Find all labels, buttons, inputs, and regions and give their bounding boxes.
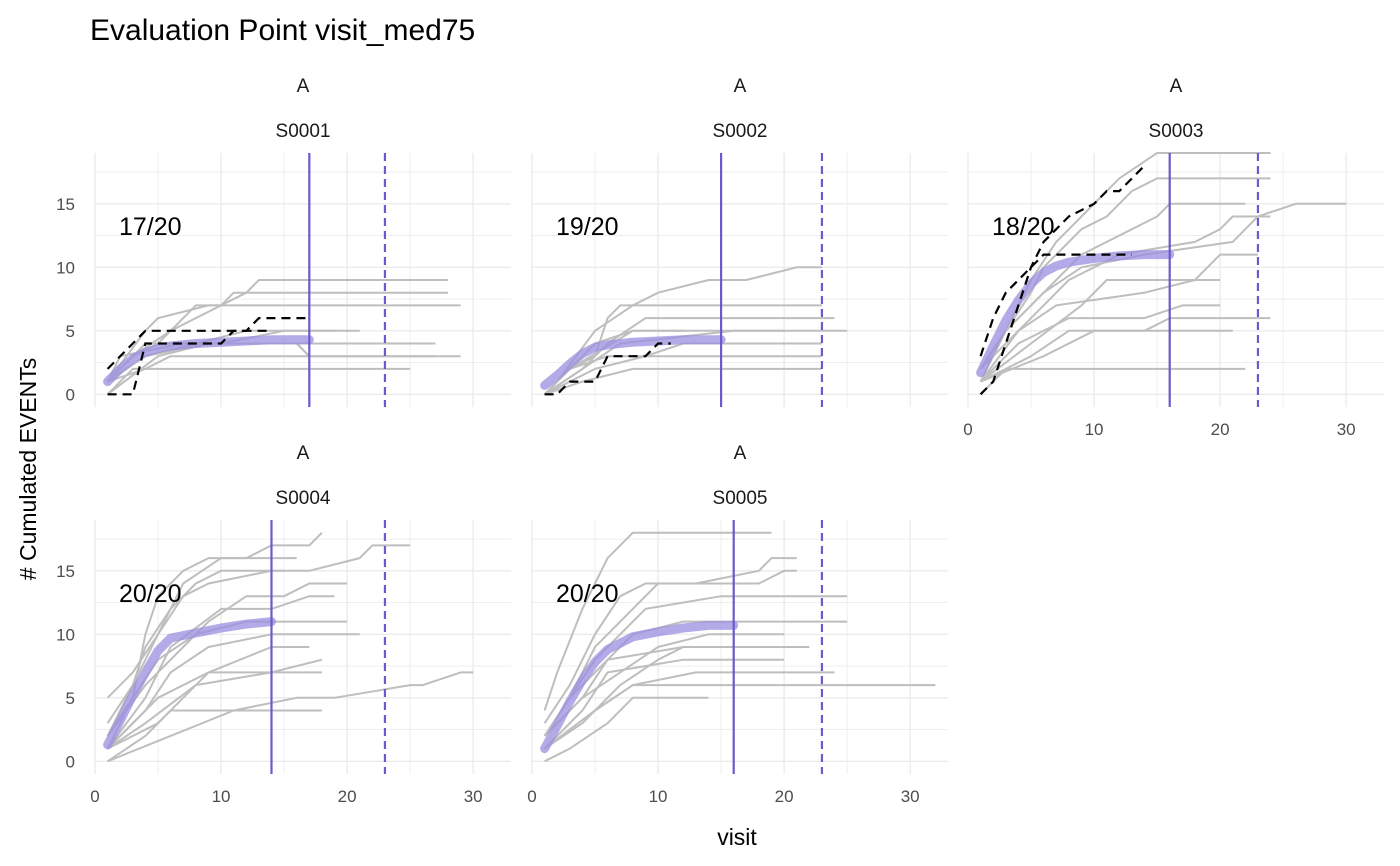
y-tick-label: 5 xyxy=(66,689,75,708)
x-tick-label: 20 xyxy=(338,787,357,806)
series-line xyxy=(980,329,1233,383)
series-line xyxy=(979,279,1221,383)
series-line xyxy=(106,569,285,737)
x-tick-label: 10 xyxy=(212,787,231,806)
mean-curve xyxy=(103,335,314,387)
strip-label-top: A xyxy=(734,443,747,464)
series-line xyxy=(543,557,797,724)
strip-label-subject: S0003 xyxy=(1149,121,1204,142)
series-line xyxy=(107,671,474,763)
mean-curve xyxy=(540,620,739,754)
panels: A S0001 17/20 0 5 10 15 A S0002 19/20 A S0003 18/20 0… xyxy=(56,76,1384,806)
series-line xyxy=(544,696,709,763)
x-tick-label: 20 xyxy=(775,787,794,806)
x-tick-label: 20 xyxy=(1211,420,1230,439)
x-tick-label: 30 xyxy=(464,787,483,806)
series-line xyxy=(543,355,822,396)
y-tick-label: 0 xyxy=(66,752,75,771)
y-tick-label: 0 xyxy=(66,385,75,404)
highlight-line xyxy=(979,253,1132,357)
panel-s0004: A S0004 20/20 0 5 10 15 0 10 20 30 xyxy=(56,443,511,806)
strip-label-subject: S0001 xyxy=(276,121,331,142)
series-line xyxy=(106,595,335,750)
series-line xyxy=(106,367,411,396)
series-line xyxy=(543,531,772,711)
series-line xyxy=(544,646,759,750)
chart-title: Evaluation Point visit_med75 xyxy=(90,14,475,47)
strip-label-top: A xyxy=(297,76,310,97)
x-tick-label: 10 xyxy=(649,787,668,806)
y-tick-label: 15 xyxy=(56,195,75,214)
series-line xyxy=(543,684,936,750)
strip-label-top: A xyxy=(1170,76,1183,97)
strip-label-subject: S0002 xyxy=(713,121,768,142)
fraction-label: 19/20 xyxy=(556,213,619,241)
y-tick-label: 15 xyxy=(56,562,75,581)
fraction-label: 20/20 xyxy=(556,580,619,608)
x-tick-label: 0 xyxy=(527,787,536,806)
strip-label-subject: S0005 xyxy=(713,488,768,509)
highlight-line xyxy=(107,329,272,396)
y-axis-title: # Cumulated EVENTs xyxy=(15,358,41,580)
series-line xyxy=(979,152,1271,370)
series-line xyxy=(107,709,322,763)
strip-label-subject: S0004 xyxy=(276,488,331,509)
y-tick-label: 10 xyxy=(56,625,75,644)
fraction-label: 17/20 xyxy=(119,213,182,241)
x-tick-label: 0 xyxy=(90,787,99,806)
y-tick-label: 10 xyxy=(56,258,75,277)
panel-s0001: A S0001 17/20 0 5 10 15 xyxy=(56,76,511,407)
fraction-label: 20/20 xyxy=(119,580,182,608)
series-line xyxy=(106,544,411,724)
series-line xyxy=(106,633,360,750)
x-tick-label: 30 xyxy=(901,787,920,806)
highlight-line xyxy=(106,317,310,370)
highlight-line xyxy=(979,164,1146,396)
mean-curve xyxy=(103,617,276,750)
strip-label-top: A xyxy=(297,443,310,464)
panel-s0003: A S0003 18/20 0 10 20 30 xyxy=(963,76,1384,439)
x-tick-label: 30 xyxy=(1337,420,1356,439)
y-tick-label: 5 xyxy=(66,322,75,341)
series-line xyxy=(979,177,1271,370)
x-tick-label: 10 xyxy=(1085,420,1104,439)
highlight-line xyxy=(544,342,671,396)
series-line xyxy=(107,658,323,750)
x-tick-label: 0 xyxy=(963,420,972,439)
fraction-label: 18/20 xyxy=(992,213,1055,241)
series-line xyxy=(979,202,1347,383)
series-line xyxy=(543,658,785,750)
x-axis-title: visit xyxy=(717,824,757,850)
strip-label-top: A xyxy=(734,76,747,97)
series-line xyxy=(543,633,785,737)
mean-curve xyxy=(540,335,726,390)
panel-s0002: A S0002 19/20 xyxy=(531,76,948,407)
panel-s0005: A S0005 20/20 0 10 20 30 xyxy=(527,443,948,806)
series-line xyxy=(979,304,1221,383)
series-line xyxy=(979,367,1246,396)
series-line xyxy=(106,671,322,750)
